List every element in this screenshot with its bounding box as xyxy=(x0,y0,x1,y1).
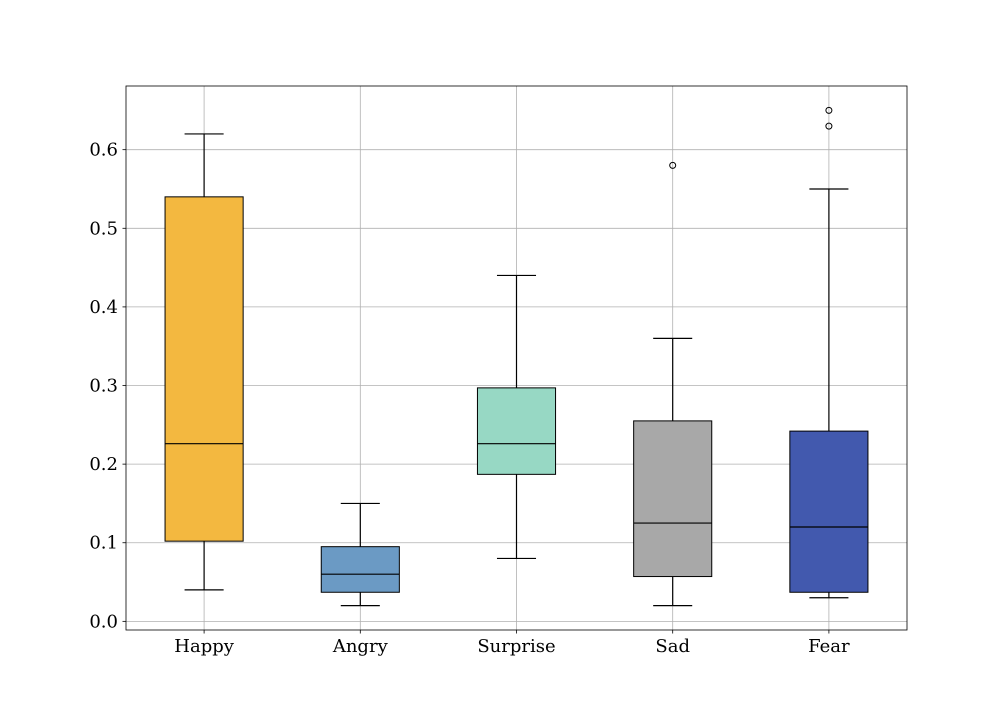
box xyxy=(633,420,713,578)
y-tick-label: 0.3 xyxy=(89,376,118,397)
y-tick-label: 0.6 xyxy=(89,140,118,161)
box xyxy=(320,546,400,593)
y-tick-label: 0.4 xyxy=(89,297,118,318)
x-tick-label: Sad xyxy=(655,636,690,657)
x-tick-label: Happy xyxy=(174,636,234,657)
plot-frame xyxy=(125,85,908,631)
box xyxy=(789,430,869,593)
x-tick-label: Surprise xyxy=(477,636,555,657)
y-tick-label: 0.1 xyxy=(89,533,118,554)
x-tick-label: Angry xyxy=(332,636,389,657)
y-tick-label: 0.5 xyxy=(89,218,118,239)
flier xyxy=(825,122,833,130)
x-tick-label: Fear xyxy=(808,636,850,657)
box xyxy=(476,387,557,475)
box xyxy=(164,196,244,542)
flier xyxy=(825,106,833,114)
flier xyxy=(669,161,677,169)
y-tick-label: 0.2 xyxy=(89,454,118,475)
y-tick-label: 0.0 xyxy=(89,611,118,632)
